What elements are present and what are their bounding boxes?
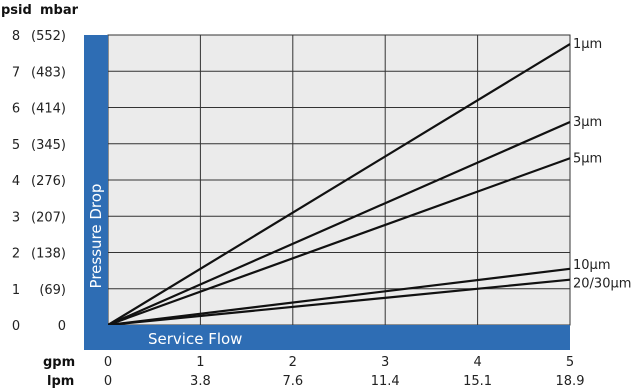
y-tick-labels: 0 0 1 (69) 2 (138) 3 (207) 4 (276) 5 (345) 6 (414) 7 (4… <box>12 29 66 334</box>
x-secondary-unit: lpm <box>47 374 74 389</box>
y-secondary-tick-label: 0 <box>58 319 66 334</box>
x-tick-label: 1 <box>196 355 204 370</box>
y-tick-label: 2 <box>12 247 20 262</box>
series-line <box>107 157 571 327</box>
x-secondary-tick-label: 0 <box>104 374 112 389</box>
y-tick-label: 4 <box>12 174 20 189</box>
series-label: 1µm <box>573 37 602 52</box>
x-axis-title: Service Flow <box>148 330 242 348</box>
x-axis-band <box>108 325 570 350</box>
series-label: 20/30µm <box>573 277 631 292</box>
x-primary-unit: gpm <box>43 355 75 370</box>
x-secondary-tick-label: 18.9 <box>556 374 585 389</box>
y-primary-unit: psid <box>1 3 32 18</box>
grid <box>108 34 571 325</box>
x-tick-label: 5 <box>566 355 574 370</box>
y-tick-label: 8 <box>12 29 20 44</box>
y-tick-label: 6 <box>12 102 20 117</box>
y-tick-label: 1 <box>12 283 20 298</box>
x-secondary-tick-label: 11.4 <box>371 374 400 389</box>
y-secondary-tick-label: (345) <box>31 138 66 153</box>
x-tick-label: 0 <box>104 355 112 370</box>
x-tick-labels: 0 0 1 3.8 2 7.6 3 11.4 4 15.1 5 18.9 <box>104 355 585 389</box>
y-tick-label: 5 <box>12 138 20 153</box>
x-secondary-tick-label: 15.1 <box>463 374 492 389</box>
y-tick-label: 3 <box>12 210 20 225</box>
y-axis-title: Pressure Drop <box>87 184 105 289</box>
y-secondary-tick-label: (414) <box>31 102 66 117</box>
y-secondary-tick-label: (207) <box>31 210 66 225</box>
y-tick-label: 0 <box>12 319 20 334</box>
series-line <box>107 43 571 326</box>
series-line <box>107 120 571 327</box>
x-secondary-tick-label: 3.8 <box>190 374 211 389</box>
series-label: 10µm <box>573 258 610 273</box>
y-axis-band <box>84 35 108 350</box>
y-tick-label: 7 <box>12 65 20 80</box>
series-line <box>107 278 571 327</box>
y-secondary-tick-label: (276) <box>31 174 66 189</box>
x-tick-label: 4 <box>473 355 481 370</box>
series-label: 5µm <box>573 151 602 166</box>
y-secondary-tick-label: (69) <box>39 283 66 298</box>
x-tick-label: 2 <box>289 355 297 370</box>
series-lines <box>107 43 571 327</box>
y-secondary-tick-label: (483) <box>31 65 66 80</box>
y-secondary-unit: mbar <box>40 3 79 18</box>
y-secondary-tick-label: (138) <box>31 247 66 262</box>
series-label: 3µm <box>573 115 602 130</box>
series-labels: 1µm 3µm 5µm 10µm 20/30µm <box>573 37 631 292</box>
x-secondary-tick-label: 7.6 <box>282 374 303 389</box>
series-line <box>107 267 571 327</box>
x-tick-label: 3 <box>381 355 389 370</box>
y-secondary-tick-label: (552) <box>31 29 66 44</box>
